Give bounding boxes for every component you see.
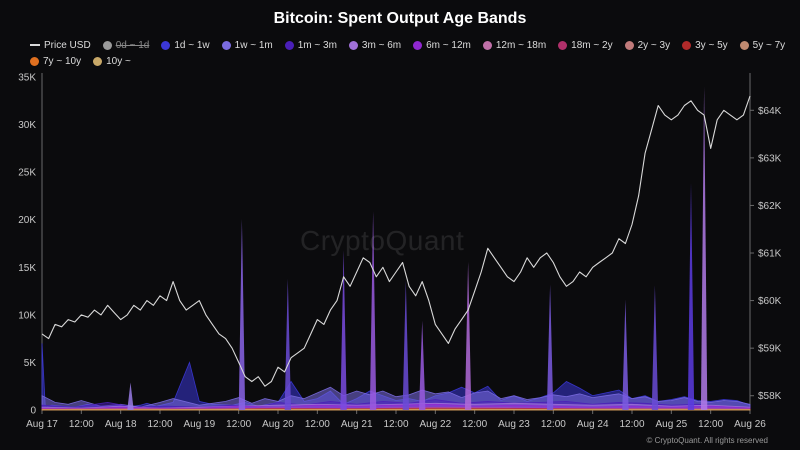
legend: Price USD 0d ~ 1d 1d ~ 1w 1w ~ 1m 1m ~ 3… [30,38,790,68]
legend-label: 6m ~ 12m [426,39,471,51]
y-left-tick-label: 0 [30,406,36,417]
legend-item-1m-3m[interactable]: 1m ~ 3m [284,38,337,52]
legend-label: 12m ~ 18m [495,39,547,51]
spike-9 [622,299,629,410]
price-usd-line [41,95,751,387]
x-tick-label: 12:00 [541,419,566,430]
legend-item-12m-18m[interactable]: 12m ~ 18m [482,38,547,52]
legend-dot-icon [739,40,749,50]
x-tick-label: 12:00 [619,419,644,430]
legend-dot-icon [482,40,492,50]
legend-label: 2y ~ 3y [637,39,671,51]
legend-dot-icon [284,40,294,50]
x-tick-label: Aug 23 [498,419,530,430]
legend-dot-icon [413,40,423,50]
x-tick-label: 12:00 [147,419,172,430]
x-tick-label: 12:00 [69,419,94,430]
spike-12 [700,86,708,410]
chart-title: Bitcoin: Spent Output Age Bands [273,10,527,27]
spike-8 [546,284,554,410]
x-tick-label: 12:00 [305,419,330,430]
spike-6 [419,320,426,410]
y-right-tick-label: $63K [758,153,782,164]
y-left-tick-label: 15K [18,263,36,274]
y-left-tick-label: 5K [24,358,37,369]
legend-item-7y-10y[interactable]: 7y ~ 10y [30,54,81,68]
y-right-tick-label: $58K [758,391,782,402]
x-tick-label: Aug 19 [183,419,215,430]
legend-label: 0d ~ 1d [115,39,150,51]
spike-10 [651,285,659,410]
x-tick-label: Aug 21 [341,419,373,430]
y-right-tick-label: $64K [758,106,782,117]
legend-dot-icon [93,56,103,66]
watermark: CryptoQuant [300,225,465,256]
legend-item-3m-6m[interactable]: 3m ~ 6m [348,38,402,52]
legend-label: 5y ~ 7y [752,39,786,51]
legend-item-1d-1w[interactable]: 1d ~ 1w [161,38,210,52]
legend-label: 1w ~ 1m [234,39,273,51]
legend-dot-icon [348,40,358,50]
legend-label: Price USD [44,39,91,51]
y-right-tick-label: $62K [758,201,782,212]
legend-item-0d-1d[interactable]: 0d ~ 1d [102,38,150,52]
y-left-tick-label: 25K [18,168,36,179]
y-left-tick-label: 10K [18,310,36,321]
spike-4 [369,211,377,410]
y-right-tick-label: $61K [758,249,782,260]
spike-5 [402,280,410,410]
legend-item-5y-7y[interactable]: 5y ~ 7y [739,38,786,52]
legend-item-2y-3y[interactable]: 2y ~ 3y [624,38,671,52]
legend-item-10y-plus[interactable]: 10y ~ [93,54,131,68]
spike-7 [464,261,472,410]
y-left-tick-label: 30K [18,120,36,131]
x-tick-label: Aug 22 [419,419,451,430]
legend-item-price-usd[interactable]: Price USD [30,38,91,52]
legend-item-18m-2y[interactable]: 18m ~ 2y [558,38,613,52]
legend-line-icon [30,44,40,46]
spike-2 [284,278,292,410]
x-tick-label: 12:00 [226,419,251,430]
y-right-tick-label: $60K [758,296,782,307]
x-tick-label: Aug 24 [577,419,609,430]
x-tick-label: Aug 25 [655,419,687,430]
legend-dot-icon [30,56,39,66]
legend-label: 3m ~ 6m [361,39,402,51]
legend-dot-icon [624,40,634,50]
legend-label: 10y ~ [106,55,131,67]
legend-label: 18m ~ 2y [571,39,613,51]
legend-item-1w-1m[interactable]: 1w ~ 1m [221,38,273,52]
legend-dot-icon [161,40,171,50]
legend-dot-icon [558,40,568,50]
spike-1 [238,218,246,410]
x-tick-label: 12:00 [698,419,723,430]
legend-dot-icon [221,40,231,50]
legend-item-3y-5y[interactable]: 3y ~ 5y [682,38,728,52]
spike-3 [340,250,347,410]
legend-dot-icon [682,40,692,50]
legend-label: 3y ~ 5y [695,39,728,51]
x-tick-label: Aug 26 [734,419,766,430]
legend-item-6m-12m[interactable]: 6m ~ 12m [413,38,471,52]
x-tick-label: 12:00 [462,419,487,430]
legend-label: 1m ~ 3m [297,39,337,51]
x-tick-label: Aug 17 [26,419,58,430]
y-right-tick-label: $59K [758,344,782,355]
x-tick-label: Aug 18 [105,419,137,430]
y-left-tick-label: 35K [18,73,36,84]
legend-label: 7y ~ 10y [43,55,82,67]
spike-11 [687,182,695,410]
legend-dot-icon [102,40,112,50]
y-left-tick-label: 20K [18,215,36,226]
copyright-text: © CryptoQuant. All rights reserved [646,436,769,445]
x-tick-label: Aug 20 [262,419,294,430]
x-tick-label: 12:00 [383,419,408,430]
spike-0 [127,382,134,410]
legend-label: 1d ~ 1w [174,39,210,51]
